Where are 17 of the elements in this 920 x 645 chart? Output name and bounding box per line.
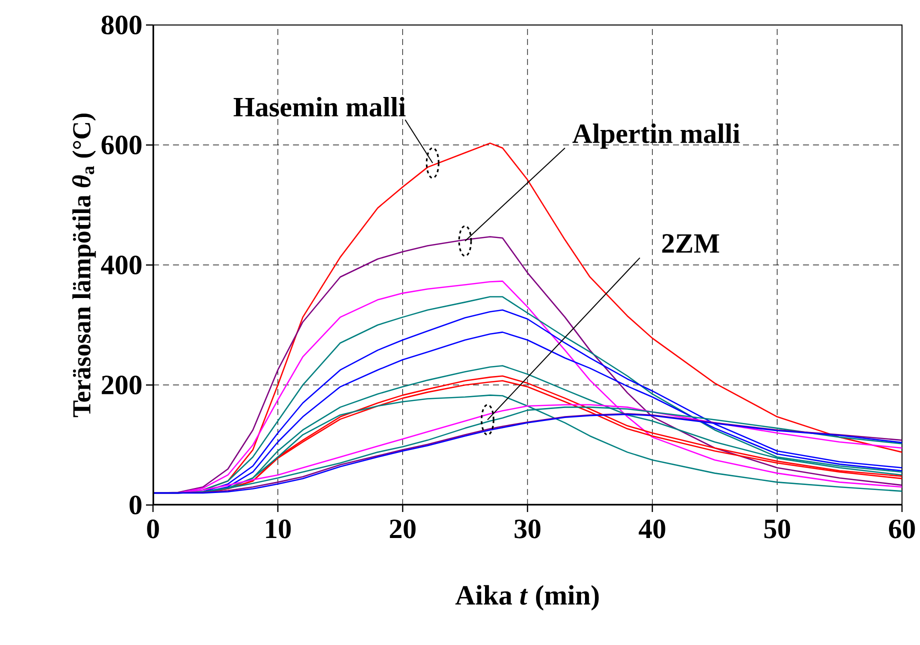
x-tick-label: 60 (889, 520, 915, 538)
annotation: 2ZM (662, 234, 720, 253)
x-tick-label: 20 (390, 520, 416, 538)
y-tick-label: 800 (102, 16, 142, 34)
x-axis-title: Aika t (min) (455, 585, 599, 610)
y-tick-label: 200 (102, 376, 142, 394)
x-tick-label: 10 (266, 520, 291, 538)
y-tick-label: 600 (102, 136, 142, 154)
y-tick-label: 0 (130, 496, 142, 514)
annotation: Hasemin malli (234, 96, 406, 117)
x-tick-label: 50 (764, 520, 790, 538)
x-tick-label: 0 (147, 520, 159, 538)
x-tick-label: 30 (514, 520, 540, 538)
y-tick-label: 400 (101, 256, 142, 274)
x-tick-label: 40 (638, 520, 666, 538)
y-axis-title: Teräsosan lämpötila θ$_{a}$ (°C) (72, 114, 96, 418)
annotation: Alpertin malli (572, 123, 740, 149)
